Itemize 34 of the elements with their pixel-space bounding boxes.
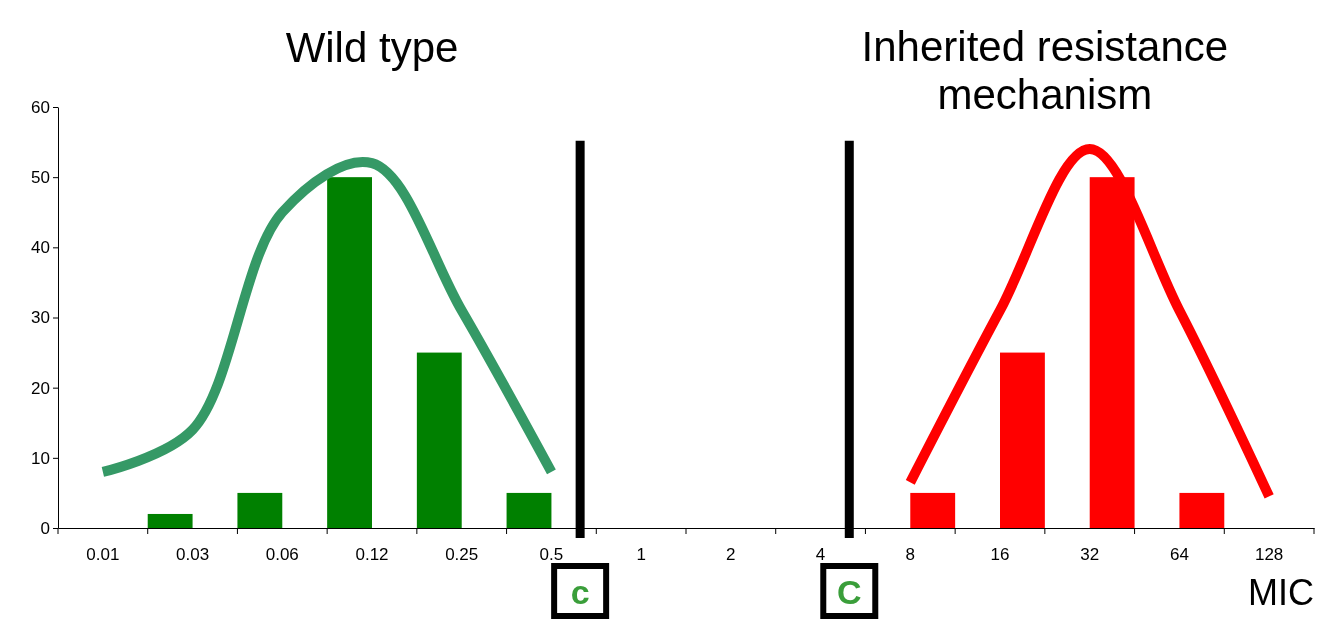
x-tick-label: 2 xyxy=(726,545,736,565)
y-tick-label: 0 xyxy=(40,518,50,538)
x-tick-label: 0.06 xyxy=(265,545,299,565)
x-tick-label: 0.5 xyxy=(539,545,564,565)
x-tick-label: 0.25 xyxy=(445,545,479,565)
y-tick-label: 30 xyxy=(31,308,50,328)
bar xyxy=(910,492,956,528)
bar xyxy=(416,352,462,528)
y-tick-label: 40 xyxy=(31,238,50,258)
x-tick-label: 4 xyxy=(815,545,826,565)
bar xyxy=(147,513,193,528)
x-tick-label: 0.01 xyxy=(86,545,120,565)
ref-line-label: C xyxy=(837,573,862,611)
y-tick-label: 50 xyxy=(31,168,50,188)
x-tick-label: 0.03 xyxy=(176,545,210,565)
x-axis-title: MIC xyxy=(1248,572,1314,613)
bar xyxy=(237,492,283,528)
x-tick-label: 64 xyxy=(1169,545,1189,565)
annotation: Inherited resistance mechanism xyxy=(861,23,1229,118)
x-tick-label: 16 xyxy=(990,545,1010,565)
bar xyxy=(1179,492,1225,528)
x-tick-label: 8 xyxy=(905,545,916,565)
x-tick-label: 0.12 xyxy=(355,545,389,565)
y-tick-label: 60 xyxy=(31,97,50,117)
x-tick-label: 128 xyxy=(1254,545,1284,565)
ref-line-label: c xyxy=(570,573,590,611)
text: Wild type xyxy=(285,24,459,71)
bar xyxy=(1000,352,1045,528)
bar xyxy=(506,492,552,528)
x-tick-label: 32 xyxy=(1080,545,1100,565)
y-tick-label: 20 xyxy=(31,378,50,398)
y-tick-label: 10 xyxy=(31,448,50,468)
x-tick-label: 1 xyxy=(636,545,646,565)
bar xyxy=(327,177,372,528)
